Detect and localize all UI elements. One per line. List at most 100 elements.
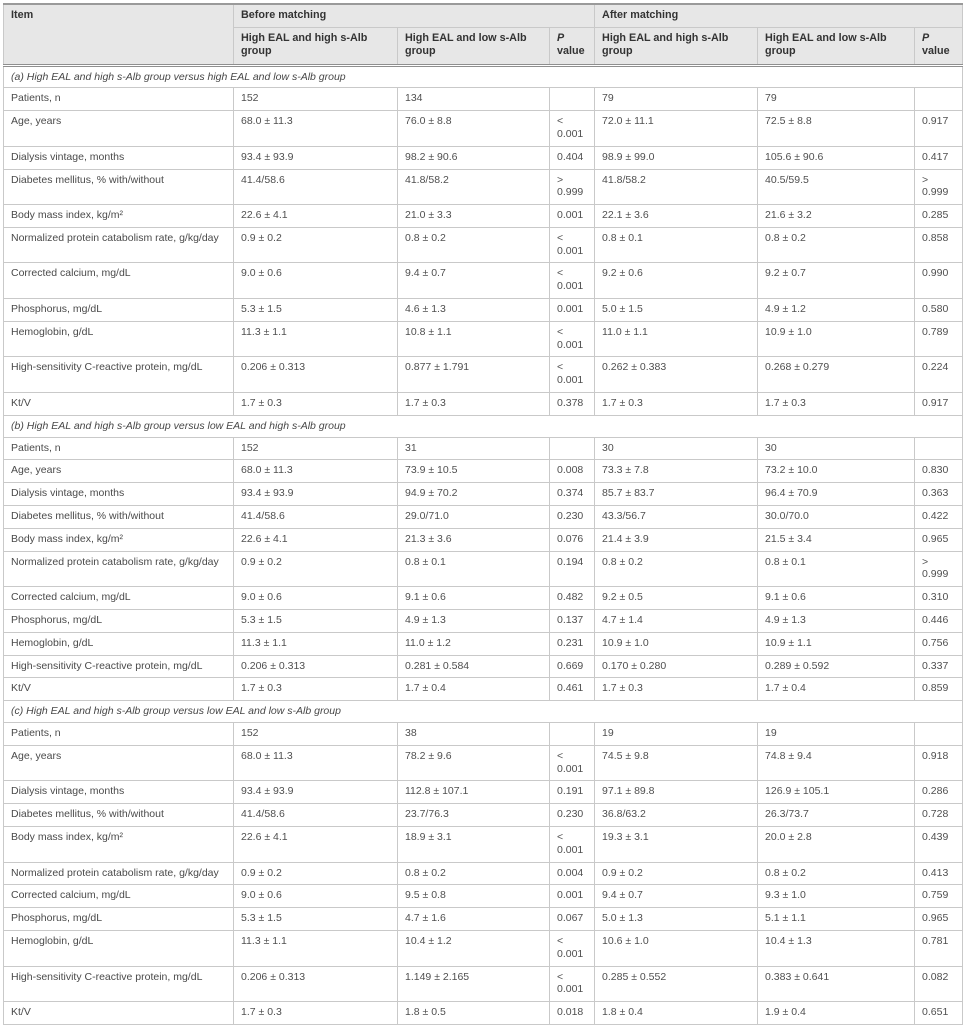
value-cell: 85.7 ± 83.7	[594, 482, 759, 507]
value-cell: 0.9 ± 0.2	[233, 861, 398, 886]
item-cell: Hemoglobin, g/dL	[3, 631, 234, 656]
section-title: (b) High EAL and high s-Alb group versus…	[2, 414, 964, 438]
item-cell: High-sensitivity C-reactive protein, mg/…	[3, 654, 234, 679]
section-header-row: (a) High EAL and high s-Alb group versus…	[2, 64, 964, 89]
value-cell: 26.3/73.7	[757, 803, 916, 827]
value-cell: 0.230	[548, 803, 596, 827]
table-row: Patients, n 152 31 30 30	[3, 436, 964, 461]
value-cell: 5.0 ± 1.5	[594, 298, 759, 322]
value-cell: 10.8 ± 1.1	[397, 320, 550, 358]
table-row: Phosphorus, mg/dL 5.3 ± 1.5 4.9 ± 1.3 0.137…	[3, 609, 964, 633]
value-cell: 11.0 ± 1.1	[594, 320, 759, 358]
table-row: Normalized protein catabolism rate, g/kg…	[3, 550, 964, 588]
item-cell: Phosphorus, mg/dL	[3, 298, 234, 322]
item-cell: Dialysis vintage, months	[3, 482, 234, 507]
value-cell: 152	[233, 87, 398, 112]
value-cell: 10.4 ± 1.2	[397, 929, 550, 967]
value-cell: 41.8/58.2	[397, 168, 550, 206]
header-after-group2: High EAL and low s-Alb group	[757, 27, 916, 67]
value-cell: 0.363	[914, 482, 964, 507]
value-cell: 1.7 ± 0.3	[594, 392, 759, 416]
value-cell: 19.3 ± 3.1	[594, 826, 759, 863]
item-cell: Normalized protein catabolism rate, g/kg…	[3, 226, 234, 264]
value-cell: < 0.001	[548, 320, 596, 358]
value-cell: 152	[233, 722, 398, 746]
value-cell: 29.0/71.0	[397, 505, 550, 529]
p-label-rest: value	[922, 45, 950, 58]
value-cell: 5.0 ± 1.3	[594, 907, 759, 931]
value-cell: < 0.001	[548, 226, 596, 264]
table-row: Patients, n 152 38 19 19	[3, 722, 964, 746]
value-cell: 9.0 ± 0.6	[233, 262, 398, 300]
value-cell: 22.6 ± 4.1	[233, 826, 398, 863]
table-row: Age, years 68.0 ± 11.3 73.9 ± 10.5 0.008 73.…	[3, 459, 964, 484]
value-cell: 0.965	[914, 907, 964, 931]
item-cell: Kt/V	[3, 392, 234, 416]
value-cell: 0.413	[914, 861, 964, 886]
value-cell: 1.7 ± 0.4	[397, 677, 550, 702]
value-cell: 0.289 ± 0.592	[757, 654, 916, 679]
table-row: Dialysis vintage, months 93.4 ± 93.9 94.9 …	[3, 482, 964, 507]
value-cell: 0.8 ± 0.1	[757, 550, 916, 588]
value-cell: 1.7 ± 0.3	[233, 392, 398, 416]
value-cell: 5.1 ± 1.1	[757, 907, 916, 931]
value-cell	[548, 722, 596, 746]
table-row: Age, years 68.0 ± 11.3 78.2 ± 9.6 < 0.001 74…	[3, 744, 964, 782]
value-cell: 0.206 ± 0.313	[233, 965, 398, 1003]
value-cell: 0.137	[548, 609, 596, 633]
item-cell: Phosphorus, mg/dL	[3, 907, 234, 931]
value-cell: 9.4 ± 0.7	[594, 884, 759, 909]
value-cell: 0.482	[548, 586, 596, 611]
value-cell: < 0.001	[548, 356, 596, 394]
value-cell: 0.917	[914, 110, 964, 147]
value-cell: 0.230	[548, 505, 596, 529]
value-cell: 30	[757, 436, 916, 461]
value-cell: 22.6 ± 4.1	[233, 527, 398, 552]
header-column-row: High EAL and high s-Alb group High EAL a…	[4, 27, 964, 67]
value-cell: 11.3 ± 1.1	[233, 320, 398, 358]
item-cell: Hemoglobin, g/dL	[3, 320, 234, 358]
value-cell: 0.877 ± 1.791	[397, 356, 550, 394]
value-cell: 4.9 ± 1.2	[757, 298, 916, 322]
value-cell: 41.4/58.6	[233, 505, 398, 529]
value-cell: 21.3 ± 3.6	[397, 527, 550, 552]
value-cell: 5.3 ± 1.5	[233, 298, 398, 322]
header-before-pvalue: P value	[548, 27, 596, 67]
item-cell: High-sensitivity C-reactive protein, mg/…	[3, 965, 234, 1003]
value-cell: 0.206 ± 0.313	[233, 356, 398, 394]
value-cell: 0.194	[548, 550, 596, 588]
value-cell: 10.9 ± 1.1	[757, 631, 916, 656]
value-cell: > 0.999	[914, 168, 964, 206]
value-cell: 0.404	[548, 145, 596, 170]
value-cell: 19	[757, 722, 916, 746]
table-row: Age, years 68.0 ± 11.3 76.0 ± 8.8 < 0.001 72…	[3, 110, 964, 147]
value-cell: 73.2 ± 10.0	[757, 459, 916, 484]
value-cell: > 0.999	[914, 550, 964, 588]
p-label-italic: P	[557, 32, 565, 45]
value-cell: 0.422	[914, 505, 964, 529]
p-label-rest: value	[557, 45, 585, 58]
value-cell: 5.3 ± 1.5	[233, 609, 398, 633]
value-cell: 1.8 ± 0.4	[594, 1001, 759, 1025]
value-cell: 1.7 ± 0.3	[757, 392, 916, 416]
header-item: Item	[3, 3, 234, 67]
value-cell: 0.170 ± 0.280	[594, 654, 759, 679]
table-row: Kt/V 1.7 ± 0.3 1.7 ± 0.4 0.461 1.7 ± 0.3 1.7 …	[3, 677, 964, 702]
value-cell: 0.789	[914, 320, 964, 358]
value-cell: 0.965	[914, 527, 964, 552]
comparison-table: Item Before matching After matching High…	[2, 3, 964, 1025]
value-cell	[548, 436, 596, 461]
value-cell: 97.1 ± 89.8	[594, 780, 759, 805]
value-cell: 0.917	[914, 392, 964, 416]
value-cell: 31	[397, 436, 550, 461]
value-cell	[914, 722, 964, 746]
value-cell: 41.4/58.6	[233, 168, 398, 206]
table-row: Patients, n 152 134 79 79	[3, 87, 964, 112]
value-cell: 21.5 ± 3.4	[757, 527, 916, 552]
value-cell: 1.7 ± 0.3	[397, 392, 550, 416]
table-row: Dialysis vintage, months 93.4 ± 93.9 98.2 …	[3, 145, 964, 170]
item-cell: Patients, n	[3, 87, 234, 112]
value-cell: < 0.001	[548, 929, 596, 967]
value-cell: 10.4 ± 1.3	[757, 929, 916, 967]
value-cell: 9.1 ± 0.6	[757, 586, 916, 611]
